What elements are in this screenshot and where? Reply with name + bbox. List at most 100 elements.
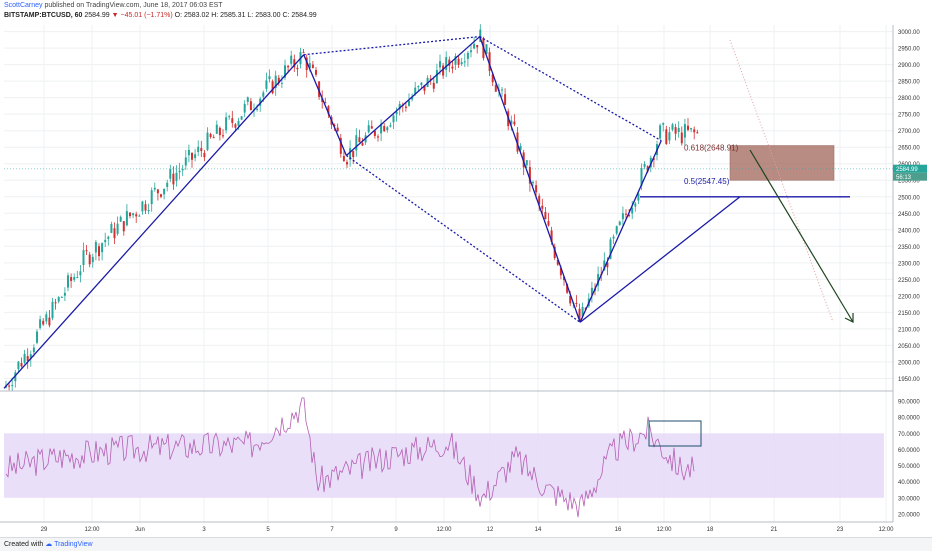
candle-body <box>156 189 159 194</box>
candle-body <box>470 50 472 53</box>
candle-body <box>581 306 584 317</box>
last-price: 2584.99 <box>84 12 110 19</box>
candle-body <box>367 125 370 133</box>
candle-body <box>680 132 683 144</box>
footer: Created with ☁ TradingView <box>0 537 932 551</box>
price-tick-label: 2000.00 <box>898 360 920 366</box>
candle-body <box>569 295 572 304</box>
candle-body <box>696 132 699 134</box>
price-tag-bg <box>893 172 927 181</box>
price-tick-label: 3000.00 <box>898 30 920 36</box>
price-tick-label: 2650.00 <box>898 146 920 152</box>
candle-body <box>417 86 420 88</box>
author-link[interactable]: ScottCarney <box>4 2 43 9</box>
price-tick-label: 2050.00 <box>898 344 920 350</box>
candle-body <box>308 63 311 68</box>
trend-line <box>579 196 741 323</box>
price-change: ▼ −45.01 (−1.71%) <box>111 12 173 19</box>
pattern-leg <box>345 36 481 156</box>
tradingview-brand[interactable]: TradingView <box>54 541 93 548</box>
candle-body <box>532 182 534 184</box>
candle-body <box>280 82 283 84</box>
candle-body <box>132 213 135 216</box>
candle-body <box>631 207 634 214</box>
candle-body <box>57 297 60 302</box>
publish-line: ScottCarney published on TradingView.com… <box>4 2 223 9</box>
rsi-line <box>5 397 702 518</box>
price-tick-label: 2850.00 <box>898 80 920 86</box>
candle-body <box>609 239 612 259</box>
candle-body <box>637 193 640 201</box>
candle-body <box>321 98 324 102</box>
candle-body <box>665 129 668 144</box>
pattern-bd-line <box>479 35 662 142</box>
candle-body <box>45 314 48 322</box>
overlays: 2584.99 56:13 <box>4 164 927 181</box>
candle-body <box>457 58 460 65</box>
candle-body <box>420 82 423 86</box>
candle-body <box>209 133 212 138</box>
candle-body <box>501 89 503 91</box>
candle-body <box>411 96 414 100</box>
price-tag-label: 2584.99 <box>896 167 918 173</box>
candle-body <box>107 236 110 239</box>
candle-body <box>690 128 693 130</box>
candle-body <box>488 52 491 71</box>
candle-body <box>398 103 401 110</box>
candle-body <box>203 152 206 158</box>
time-tick-label: 5 <box>266 527 270 533</box>
candle-body <box>197 146 200 153</box>
candle-body <box>116 223 119 234</box>
candle-body <box>98 246 100 257</box>
candle-body <box>504 94 507 105</box>
candle-body <box>277 77 280 84</box>
candle-body <box>339 138 342 154</box>
candle-body <box>683 124 686 138</box>
symbol-line: BITSTAMP:BTCUSD, 60 2584.99 ▼ −45.01 (−1… <box>4 12 317 19</box>
candle-body <box>538 195 541 205</box>
rsi-tick-label: 60.0000 <box>898 448 920 454</box>
candle-body <box>652 158 655 160</box>
candle-body <box>519 145 522 150</box>
rsi-band <box>4 433 884 498</box>
rsi-series <box>5 397 695 518</box>
candle-body <box>268 76 271 80</box>
time-tick-label: 7 <box>330 527 334 533</box>
candle-body <box>63 292 66 296</box>
candle-body <box>544 211 547 220</box>
candle-body <box>166 182 169 187</box>
candle-body <box>563 276 565 281</box>
projection-dotted-line <box>729 39 834 323</box>
rsi-tick-label: 50.0000 <box>898 464 920 470</box>
candle-body <box>290 55 293 64</box>
candle-body <box>491 74 494 83</box>
rsi-band-fill <box>4 433 884 498</box>
candle-body <box>222 135 224 137</box>
created-with-label: Created with <box>4 541 44 548</box>
tradingview-logo-icon: ☁ <box>45 541 53 548</box>
price-tick-label: 2400.00 <box>898 228 920 234</box>
candle-body <box>20 363 23 367</box>
fib-label: 0.618(2648.91) <box>684 144 739 153</box>
candle-body <box>361 143 364 146</box>
candle-body <box>677 127 680 133</box>
candle-body <box>352 150 355 158</box>
candle-body <box>336 127 339 132</box>
candle-body <box>218 127 221 136</box>
candle-body <box>284 65 286 78</box>
time-tick-label: 16 <box>615 527 622 533</box>
candle-body <box>163 188 166 195</box>
candle-body <box>76 277 79 279</box>
candle-body <box>386 127 389 131</box>
candle-body <box>671 124 674 130</box>
candle-body <box>79 271 82 276</box>
candle-body <box>442 65 445 76</box>
candle-body <box>578 308 581 321</box>
candle-body <box>11 384 14 386</box>
candle-body <box>125 211 128 226</box>
candle-body <box>302 52 305 54</box>
candle-body <box>615 226 618 234</box>
candle-body <box>327 106 330 114</box>
price-tick-label: 2100.00 <box>898 327 920 333</box>
